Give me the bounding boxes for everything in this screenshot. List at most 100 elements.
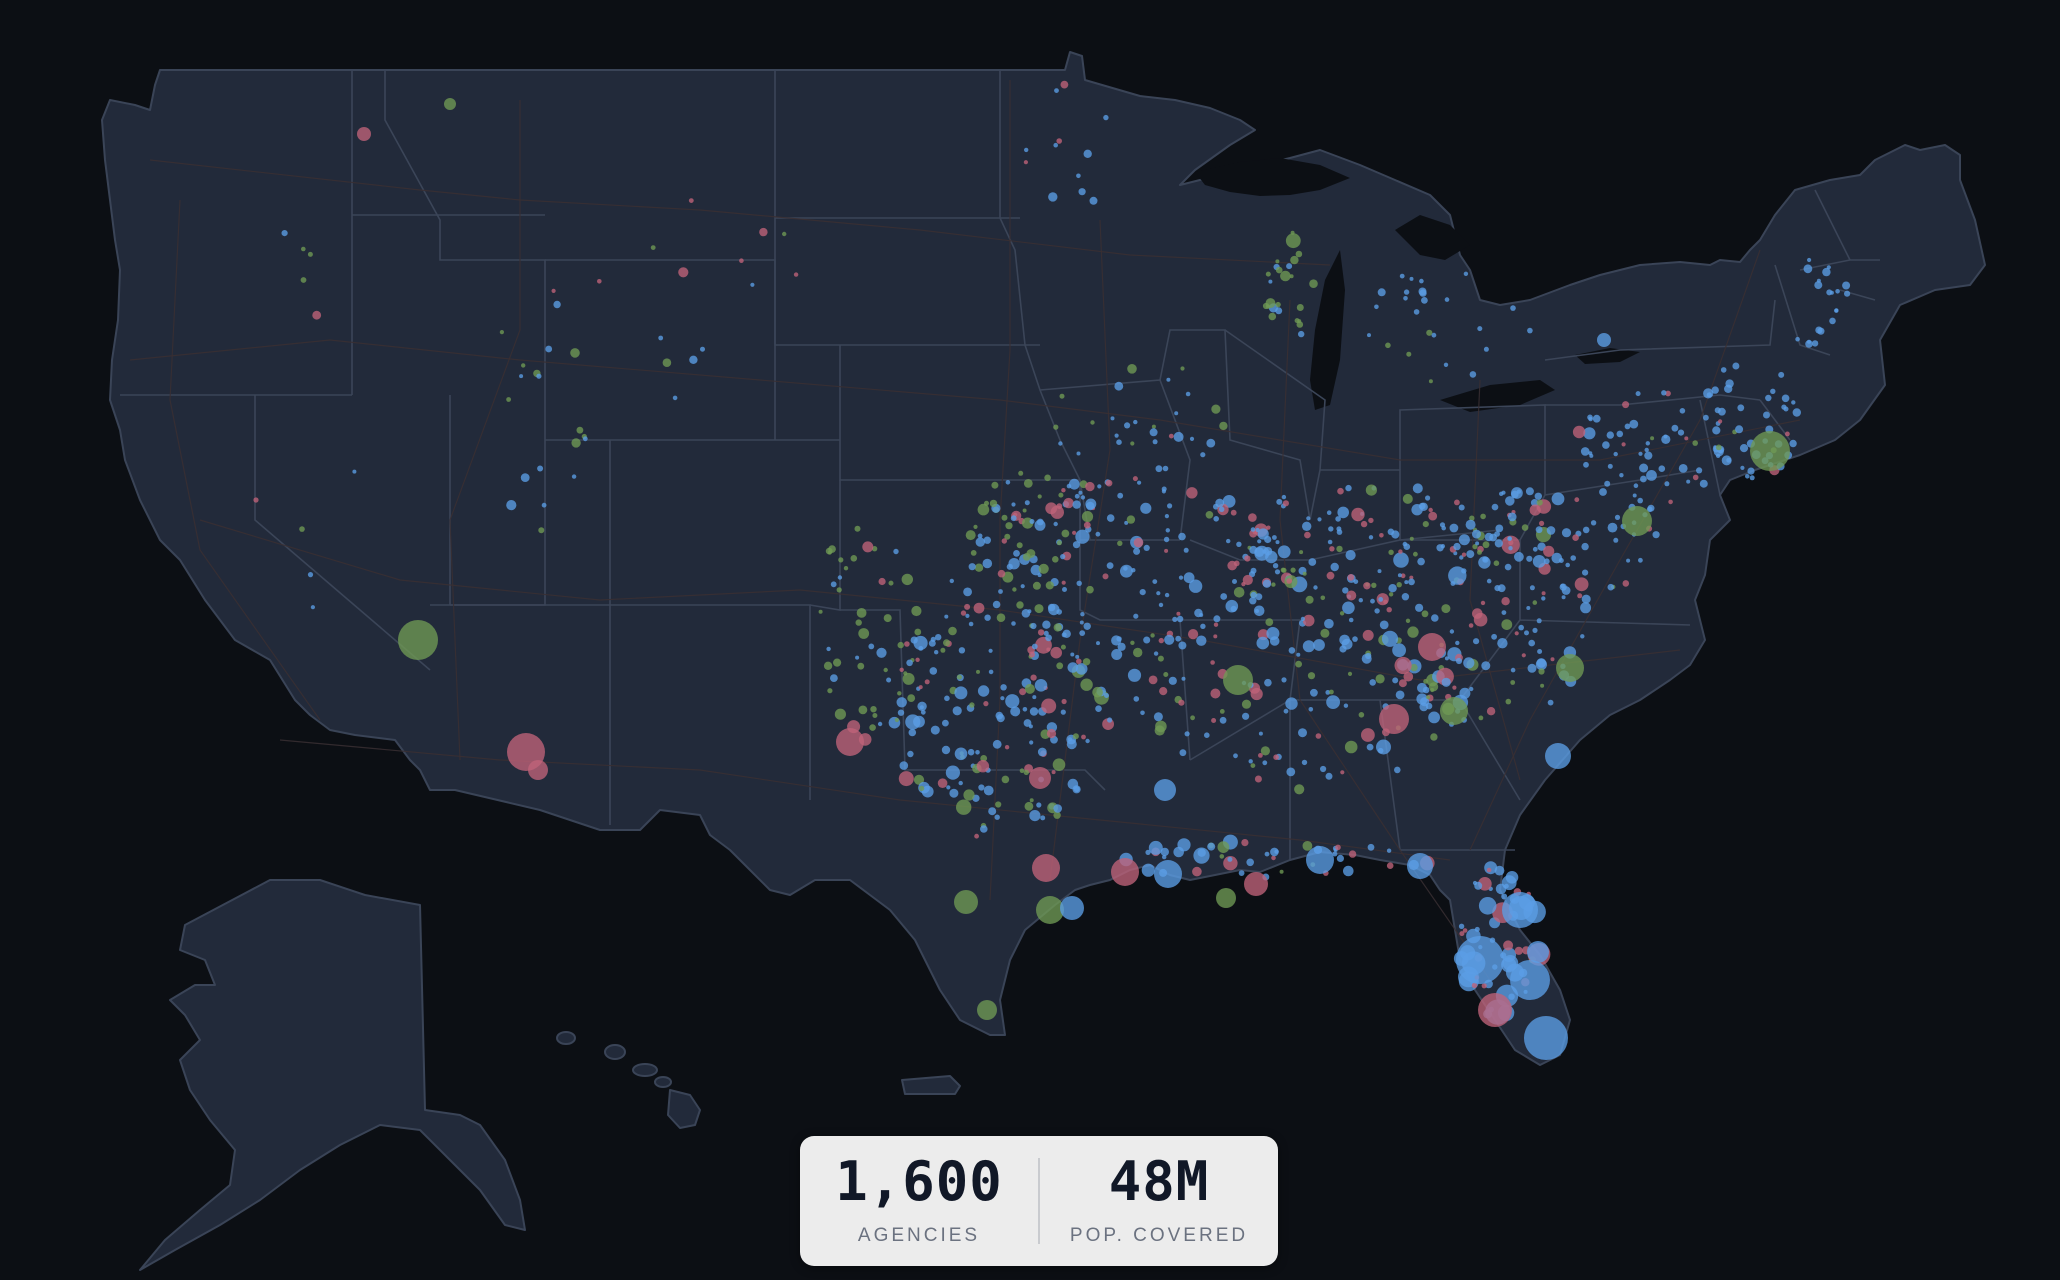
agency-dot-red[interactable] — [1543, 545, 1555, 557]
agency-dot-blue[interactable] — [1443, 362, 1449, 367]
agency-dot-blue[interactable] — [1213, 516, 1219, 522]
agency-dot-green[interactable] — [1219, 421, 1228, 431]
agency-dot-blue[interactable] — [1030, 622, 1037, 630]
agency-dot-blue[interactable] — [1475, 541, 1480, 546]
agency-dot-blue[interactable] — [1394, 766, 1401, 774]
agency-dot-blue[interactable] — [1302, 640, 1315, 653]
agency-dot-green[interactable] — [956, 799, 972, 815]
agency-dot-green[interactable] — [1090, 420, 1095, 425]
agency-dot-green[interactable] — [977, 503, 990, 516]
agency-dot-blue[interactable] — [983, 536, 991, 544]
agency-dot-blue[interactable] — [1238, 870, 1245, 876]
agency-dot-blue[interactable] — [1604, 480, 1611, 487]
agency-dot-blue[interactable] — [1074, 493, 1080, 499]
agency-dot-green[interactable] — [897, 641, 904, 649]
agency-dot-blue[interactable] — [1298, 330, 1305, 338]
agency-dot-blue[interactable] — [1022, 707, 1028, 712]
agency-dot-blue[interactable] — [1527, 327, 1533, 334]
agency-dot-blue[interactable] — [1269, 636, 1280, 646]
agency-dot-blue[interactable] — [1145, 849, 1151, 856]
agency-dot-blue[interactable] — [949, 578, 954, 584]
agency-dot-blue[interactable] — [982, 558, 993, 569]
agency-dot-green[interactable] — [1265, 298, 1276, 309]
agency-dot-green[interactable] — [1037, 494, 1042, 499]
agency-dot-blue[interactable] — [830, 674, 838, 682]
agency-dot-red[interactable] — [1577, 593, 1583, 599]
agency-dot-blue[interactable] — [1154, 860, 1182, 888]
agency-dot-green[interactable] — [838, 557, 844, 563]
agency-dot-green[interactable] — [1358, 712, 1365, 718]
agency-dot-red[interactable] — [1061, 580, 1066, 585]
agency-dot-red[interactable] — [1386, 607, 1392, 613]
agency-dot-blue[interactable] — [896, 697, 907, 708]
agency-dot-blue[interactable] — [1613, 451, 1618, 457]
agency-dot-green[interactable] — [1056, 540, 1062, 546]
agency-dot-red[interactable] — [1050, 505, 1065, 519]
agency-dot-red[interactable] — [1132, 476, 1138, 482]
agency-dot-blue[interactable] — [1298, 728, 1307, 738]
agency-dot-blue[interactable] — [1185, 391, 1191, 397]
agency-dot-blue[interactable] — [877, 721, 883, 727]
agency-dot-blue[interactable] — [1395, 690, 1405, 700]
agency-dot-blue[interactable] — [1103, 114, 1109, 121]
agency-dot-blue[interactable] — [1200, 452, 1206, 458]
agency-dot-red[interactable] — [1081, 734, 1086, 740]
agency-dot-blue[interactable] — [1501, 957, 1517, 973]
agency-dot-blue[interactable] — [1085, 738, 1090, 744]
agency-dot-blue[interactable] — [1104, 693, 1109, 698]
agency-dot-green[interactable] — [963, 789, 975, 801]
agency-dot-blue[interactable] — [1029, 707, 1039, 716]
agency-dot-red[interactable] — [1481, 983, 1487, 989]
agency-dot-green[interactable] — [1217, 841, 1230, 853]
agency-dot-green[interactable] — [1750, 431, 1790, 471]
agency-dot-blue[interactable] — [968, 563, 976, 571]
agency-dot-red[interactable] — [1105, 479, 1113, 487]
agency-dot-blue[interactable] — [1789, 439, 1797, 448]
agency-dot-blue[interactable] — [1120, 564, 1133, 578]
agency-dot-blue[interactable] — [1124, 422, 1131, 429]
agency-dot-green[interactable] — [911, 605, 922, 617]
agency-dot-blue[interactable] — [1551, 492, 1565, 506]
agency-dot-blue[interactable] — [1286, 263, 1293, 270]
agency-dot-blue[interactable] — [1763, 411, 1770, 419]
agency-dot-blue[interactable] — [1172, 616, 1178, 623]
agency-dot-red[interactable] — [899, 667, 904, 672]
agency-dot-green[interactable] — [1154, 725, 1165, 736]
agency-dot-blue[interactable] — [1337, 506, 1349, 519]
agency-dot-blue[interactable] — [1624, 423, 1631, 430]
agency-dot-blue[interactable] — [1792, 408, 1802, 417]
agency-dot-blue[interactable] — [1805, 340, 1813, 348]
agency-dot-green[interactable] — [843, 566, 849, 571]
agency-dot-red[interactable] — [1668, 499, 1673, 505]
agency-dot-red[interactable] — [1133, 537, 1144, 548]
agency-dot-red[interactable] — [1061, 488, 1066, 493]
agency-dot-blue[interactable] — [1501, 610, 1507, 615]
agency-dot-green[interactable] — [1022, 508, 1027, 513]
agency-dot-blue[interactable] — [1255, 593, 1263, 601]
agency-dot-green[interactable] — [940, 647, 946, 653]
agency-dot-blue[interactable] — [1425, 702, 1433, 710]
agency-dot-blue[interactable] — [1320, 765, 1327, 773]
agency-dot-red[interactable] — [1529, 504, 1541, 516]
agency-dot-green[interactable] — [1692, 440, 1698, 446]
agency-dot-green[interactable] — [976, 669, 980, 674]
agency-dot-red[interactable] — [915, 657, 920, 662]
agency-dot-red[interactable] — [1541, 591, 1546, 596]
agency-dot-blue[interactable] — [1678, 464, 1688, 473]
agency-dot-green[interactable] — [1556, 654, 1584, 682]
agency-dot-blue[interactable] — [1250, 591, 1257, 599]
agency-dot-blue[interactable] — [1167, 503, 1173, 509]
agency-dot-blue[interactable] — [1590, 520, 1597, 526]
agency-dot-blue[interactable] — [1661, 434, 1671, 444]
agency-dot-red[interactable] — [1250, 687, 1263, 701]
agency-dot-red[interactable] — [1178, 699, 1185, 706]
agency-dot-green[interactable] — [872, 713, 878, 718]
agency-dot-blue[interactable] — [908, 728, 917, 737]
agency-dot-green[interactable] — [1052, 758, 1066, 771]
agency-dot-green[interactable] — [1409, 536, 1414, 541]
agency-dot-blue[interactable] — [1061, 632, 1067, 638]
agency-dot-blue[interactable] — [1459, 555, 1464, 560]
agency-dot-green[interactable] — [989, 499, 998, 508]
agency-dot-green[interactable] — [1309, 279, 1318, 289]
agency-dot-blue[interactable] — [1381, 630, 1399, 647]
